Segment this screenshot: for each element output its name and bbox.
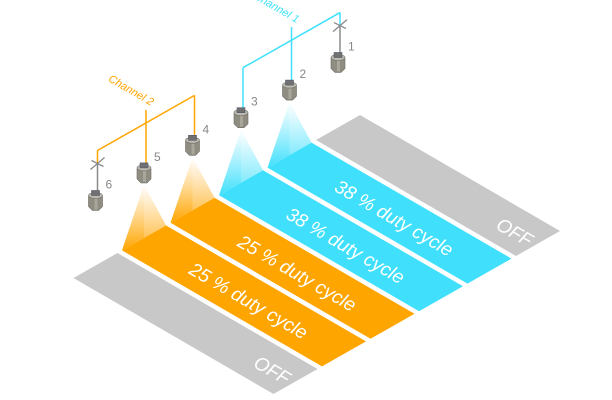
strip-area — [73, 253, 318, 394]
strip-area — [219, 170, 463, 312]
lamp-icon — [88, 190, 103, 211]
strip-area — [267, 142, 512, 284]
lamp-4: 4 — [185, 122, 210, 156]
lamp-number: 2 — [300, 67, 307, 81]
strip-1: OFF — [316, 115, 560, 256]
strip-area — [122, 225, 366, 367]
lamp-icon — [136, 162, 152, 184]
light-cone-3 — [219, 129, 263, 196]
break-icon — [90, 157, 105, 170]
break-icon — [332, 19, 348, 33]
lamp-2: 2 — [282, 67, 307, 101]
lamp-number: 1 — [348, 40, 355, 54]
channel-label: Channel 1 — [252, 0, 301, 26]
strip-area — [170, 197, 415, 339]
channel-label: Channel 2 — [106, 73, 155, 109]
strip-area — [316, 115, 560, 256]
lamp-number: 5 — [154, 150, 161, 164]
lamp-5: 5 — [136, 150, 161, 184]
lamp-number: 4 — [203, 122, 210, 136]
lamp-icon — [233, 107, 249, 128]
lamp-icon — [330, 52, 346, 73]
lamp-3: 3 — [233, 95, 258, 128]
lamp-icon — [282, 79, 297, 101]
lamp-1: 1 — [330, 40, 355, 73]
lamp-icon — [185, 135, 200, 156]
lamps: 1 2 3 4 5 6 — [88, 40, 355, 211]
light-cone-5 — [122, 184, 166, 251]
light-cone-2 — [267, 102, 312, 168]
strip-6: OFF — [73, 253, 318, 394]
lamp-number: 3 — [251, 95, 258, 109]
light-cone-4 — [170, 157, 215, 223]
lamp-6: 6 — [88, 178, 113, 211]
light-cones — [122, 102, 312, 251]
lamp-number: 6 — [106, 178, 113, 192]
